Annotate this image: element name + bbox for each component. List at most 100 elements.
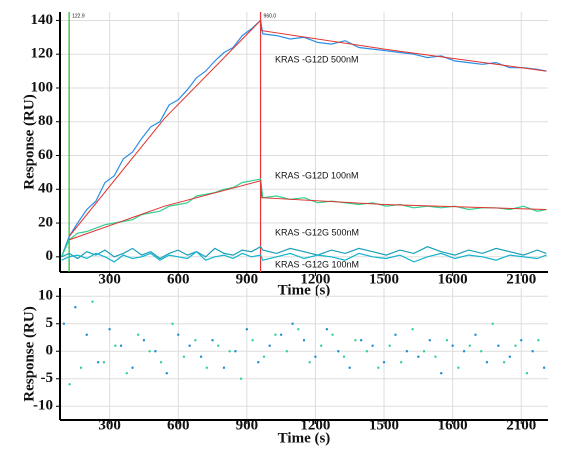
series-label: KRAS -G12G 500nM xyxy=(275,227,359,237)
point xyxy=(348,366,351,369)
series-label: KRAS -G12G 100nM xyxy=(275,259,359,269)
point xyxy=(131,366,134,369)
point xyxy=(108,328,111,331)
point xyxy=(354,339,357,342)
point xyxy=(85,333,88,336)
x-tick-label: 2100 xyxy=(506,417,536,433)
point xyxy=(451,344,454,347)
point xyxy=(462,350,466,353)
point xyxy=(422,350,426,353)
y-tick-label: -5 xyxy=(41,370,54,386)
point xyxy=(182,355,186,358)
point xyxy=(365,350,369,353)
point xyxy=(302,339,306,342)
point xyxy=(537,339,540,342)
x-tick-label: 1600 xyxy=(438,271,468,287)
point xyxy=(91,300,94,303)
y-axis-label: Response (RU) xyxy=(21,306,37,401)
point xyxy=(217,344,220,347)
series-line xyxy=(61,178,547,258)
series-line xyxy=(68,180,547,241)
point xyxy=(314,355,317,358)
point xyxy=(154,350,157,353)
point xyxy=(137,333,140,336)
point xyxy=(211,339,214,342)
x-tick-label: 1600 xyxy=(438,417,468,433)
x-axis-label: Time (s) xyxy=(278,282,331,298)
point xyxy=(468,344,471,347)
x-tick-label: 300 xyxy=(98,271,121,287)
point xyxy=(262,355,266,358)
point xyxy=(394,333,397,336)
point xyxy=(257,361,260,364)
point xyxy=(359,339,363,342)
y-tick-label: 0 xyxy=(46,248,54,264)
point xyxy=(171,322,174,325)
point xyxy=(142,339,146,342)
y-tick-label: 120 xyxy=(31,46,54,62)
point xyxy=(325,328,329,331)
point xyxy=(388,344,391,347)
point xyxy=(520,339,523,342)
y-tick-label: 60 xyxy=(38,147,53,163)
x-axis-label: Time (s) xyxy=(278,430,331,446)
point xyxy=(497,344,500,347)
y-tick-label: 0 xyxy=(46,343,54,359)
point xyxy=(165,372,168,375)
point xyxy=(125,372,128,375)
point xyxy=(480,350,483,353)
point xyxy=(251,339,254,342)
x-tick-label: 2100 xyxy=(506,271,536,287)
y-tick-label: 140 xyxy=(31,12,54,28)
point xyxy=(188,344,191,347)
point xyxy=(542,366,546,369)
series-label: KRAS -G12D 100nM xyxy=(275,170,359,180)
point xyxy=(474,333,477,336)
point xyxy=(268,344,271,347)
marker-label: 960.0 xyxy=(264,13,277,19)
point xyxy=(102,361,106,364)
y-tick-label: 5 xyxy=(46,315,54,331)
point xyxy=(337,350,340,353)
x-tick-label: 600 xyxy=(167,271,190,287)
y-tick-label: -10 xyxy=(33,398,53,414)
y-tick-label: 10 xyxy=(38,288,53,304)
point xyxy=(411,328,414,331)
point xyxy=(62,322,66,325)
point xyxy=(285,350,289,353)
point xyxy=(119,344,123,347)
point xyxy=(508,355,512,358)
series-line xyxy=(68,19,547,237)
point xyxy=(194,339,197,342)
marker-label: 122.9 xyxy=(72,13,85,19)
point xyxy=(428,339,431,342)
point xyxy=(205,366,209,369)
point xyxy=(502,361,506,364)
point xyxy=(371,344,374,347)
point xyxy=(491,322,494,325)
point xyxy=(234,350,237,353)
point xyxy=(222,366,226,369)
point xyxy=(514,344,517,347)
point xyxy=(245,328,249,331)
point xyxy=(445,339,449,342)
point xyxy=(531,350,534,353)
point xyxy=(148,350,151,353)
point xyxy=(279,333,283,336)
point xyxy=(74,306,77,309)
point xyxy=(399,361,403,364)
series-label: KRAS -G12D 500nM xyxy=(275,54,359,64)
x-tick-label: 900 xyxy=(236,417,259,433)
point xyxy=(274,333,277,336)
point xyxy=(297,328,300,331)
x-tick-label: 300 xyxy=(98,417,121,433)
series-line xyxy=(61,245,547,260)
y-tick-label: 100 xyxy=(31,79,54,95)
point xyxy=(440,372,443,375)
point xyxy=(405,350,409,353)
y-tick-label: 80 xyxy=(38,113,53,129)
point xyxy=(308,361,311,364)
point xyxy=(114,344,117,347)
x-tick-label: 1200 xyxy=(300,417,330,433)
